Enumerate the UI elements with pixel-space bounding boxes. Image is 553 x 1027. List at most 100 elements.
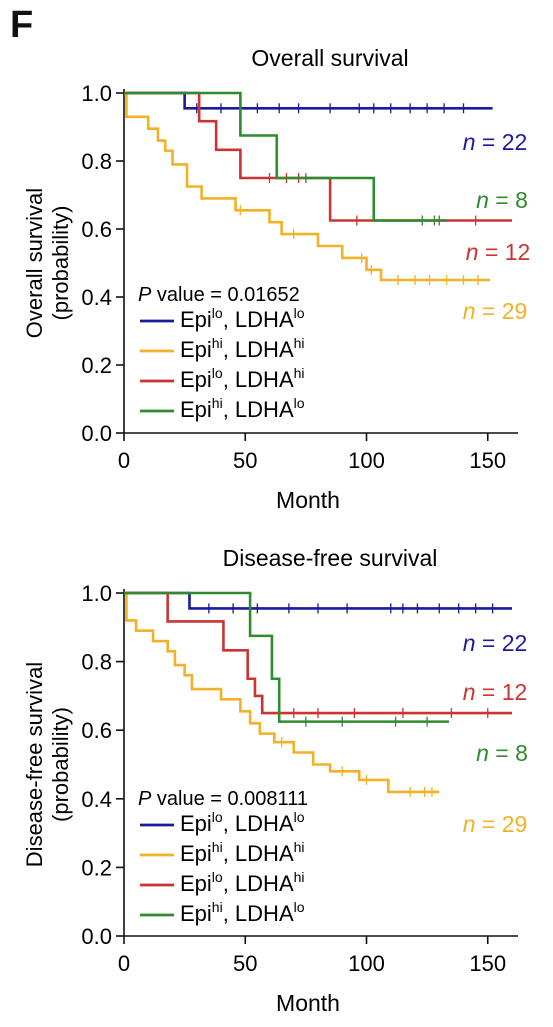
- n-label-value: = 22: [476, 630, 528, 656]
- y-tick-label: 0.2: [81, 353, 112, 378]
- legend-superscript: lo: [212, 869, 223, 885]
- legend-label: Epihi, LDHAlo: [180, 899, 305, 926]
- legend-superscript: hi: [294, 839, 305, 855]
- n-label-value: = 12: [479, 239, 531, 265]
- legend-superscript: hi: [212, 839, 223, 855]
- legend-text: , LDHA: [223, 901, 294, 926]
- survival-curve: [124, 91, 491, 282]
- n-label: n = 8: [476, 187, 528, 213]
- legend-text: , LDHA: [223, 871, 294, 896]
- y-tick-label: 1.0: [81, 81, 112, 106]
- km-chart-2: Disease-free survival 0.0 0.2 0.4 0.6 0.8 1.0 0…: [22, 545, 528, 1016]
- x-tick-label: 150: [469, 448, 506, 473]
- legend-superscript: hi: [294, 365, 305, 381]
- x-tick-label: 50: [233, 951, 257, 976]
- series-epi-hi-ldha-lo: n = 8: [124, 591, 528, 766]
- x-tick-label: 100: [348, 448, 385, 473]
- legend-text: , LDHA: [223, 307, 294, 332]
- y-tick-label: 0.8: [81, 650, 112, 675]
- legend-text: , LDHA: [223, 841, 294, 866]
- series-epi-lo-ldha-hi: n = 12: [124, 91, 531, 265]
- n-label-value: = 12: [476, 679, 528, 705]
- y-tick-label: 0.2: [81, 855, 112, 880]
- legend-label: Epihi, LDHAhi: [180, 839, 305, 866]
- y-tick-label: 0.4: [81, 285, 112, 310]
- y-axis-label: Overall survival: [22, 188, 47, 338]
- series-epi-lo-ldha-lo: n = 22: [124, 91, 528, 155]
- series-epi-hi-ldha-lo: n = 8: [124, 91, 528, 226]
- x-tick-label: 150: [469, 951, 506, 976]
- p-value-text: value = 0.008111: [151, 788, 308, 810]
- survival-curve: [124, 591, 449, 723]
- x-tick-label: 0: [118, 448, 130, 473]
- n-label-value: = 29: [476, 298, 528, 324]
- legend-label: Epilo, LDHAlo: [180, 809, 305, 836]
- survival-curve: [124, 591, 440, 794]
- legend-superscript: lo: [212, 365, 223, 381]
- y-tick-label: 0.6: [81, 718, 112, 743]
- n-label-symbol: n: [463, 129, 476, 155]
- legend-label: Epilo, LDHAhi: [180, 869, 305, 896]
- legend-text: Epi: [180, 901, 212, 926]
- legend-text: , LDHA: [223, 367, 294, 392]
- series-epi-hi-ldha-hi: n = 29: [124, 91, 528, 324]
- legend-label: Epihi, LDHAlo: [180, 395, 305, 422]
- p-value-text: value = 0.01652: [151, 284, 299, 306]
- legend-superscript: hi: [212, 899, 223, 915]
- legend-text: Epi: [180, 397, 212, 422]
- legend-superscript: lo: [294, 809, 305, 825]
- x-tick-label: 0: [118, 951, 130, 976]
- survival-curve: [124, 91, 512, 222]
- y-tick-label: 0.6: [81, 217, 112, 242]
- km-chart-1: Overall survival 0.0 0.2 0.4 0.6 0.8 1.0 0 50 100…: [22, 45, 530, 513]
- p-value: P value = 0.01652: [138, 284, 300, 306]
- legend-text: Epi: [180, 337, 212, 362]
- n-label-value: = 22: [476, 129, 528, 155]
- x-axis-label: Month: [276, 487, 340, 513]
- n-label: n = 29: [463, 298, 528, 324]
- legend-superscript: lo: [294, 305, 305, 321]
- legend-label: Epihi, LDHAhi: [180, 335, 305, 362]
- y-tick-label: 0.0: [81, 421, 112, 446]
- legend-label: Epilo, LDHAhi: [180, 365, 305, 392]
- n-label: n = 8: [476, 740, 528, 766]
- y-tick-label: 0.4: [81, 787, 112, 812]
- n-label: n = 22: [463, 630, 528, 656]
- y-axis-label: Disease-free survival: [22, 662, 47, 867]
- legend-text: Epi: [180, 367, 212, 392]
- legend-superscript: lo: [212, 809, 223, 825]
- n-label-value: = 8: [489, 740, 528, 766]
- legend-superscript: hi: [294, 869, 305, 885]
- x-tick-label: 100: [348, 951, 385, 976]
- n-label-symbol: n: [463, 679, 476, 705]
- n-label-value: = 29: [476, 811, 528, 837]
- legend-text: Epi: [180, 811, 212, 836]
- n-label-symbol: n: [463, 630, 476, 656]
- n-label-symbol: n: [466, 239, 479, 265]
- y-axis-label-unit: (probability): [48, 707, 73, 822]
- n-label: n = 12: [463, 679, 528, 705]
- n-label-symbol: n: [463, 811, 476, 837]
- legend-text: Epi: [180, 871, 212, 896]
- p-symbol: P: [138, 284, 152, 306]
- legend-superscript: hi: [212, 395, 223, 411]
- n-label-symbol: n: [476, 740, 489, 766]
- n-label-symbol: n: [476, 187, 489, 213]
- y-tick-label: 1.0: [81, 581, 112, 606]
- survival-curve: [124, 591, 512, 715]
- p-symbol: P: [138, 788, 152, 810]
- x-tick-label: 50: [233, 448, 257, 473]
- legend-superscript: hi: [212, 335, 223, 351]
- n-label: n = 12: [466, 239, 531, 265]
- n-label-symbol: n: [463, 298, 476, 324]
- legend-text: , LDHA: [223, 337, 294, 362]
- legend-text: Epi: [180, 841, 212, 866]
- legend-text: , LDHA: [223, 811, 294, 836]
- legend-label: Epilo, LDHAlo: [180, 305, 305, 332]
- legend-text: Epi: [180, 307, 212, 332]
- series-epi-lo-ldha-hi: n = 12: [124, 591, 528, 719]
- panel-label: F: [10, 4, 34, 46]
